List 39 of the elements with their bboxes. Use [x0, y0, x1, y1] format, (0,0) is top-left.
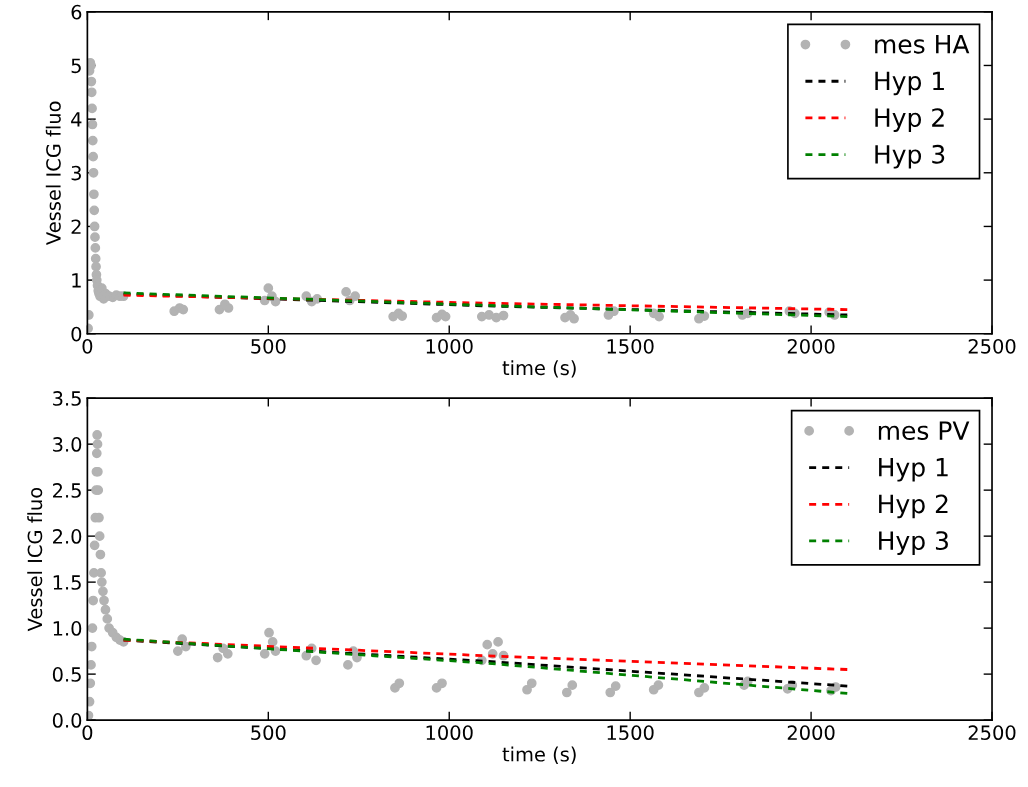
x-tick-label: 500 [251, 338, 286, 354]
y-tick-label: 4 [71, 112, 82, 127]
x-tick-label: 2500 [968, 725, 1016, 741]
x-axis-title: time (s) [502, 360, 576, 378]
x-axis-title: time (s) [502, 746, 576, 764]
legend-label: Hyp 2 [875, 108, 944, 132]
y-axis-title: Vessel ICG fluo [45, 101, 61, 245]
x-tick-label: 1000 [426, 338, 473, 354]
x-tick-label: 2000 [787, 338, 835, 354]
y-tick-label: 0.0 [52, 713, 82, 728]
y-tick-label: 1.0 [53, 621, 82, 636]
y-tick-label: 1 [72, 273, 81, 288]
y-tick-label: 2.0 [53, 529, 82, 544]
y-tick-label: 3.0 [53, 437, 82, 452]
x-tick-label: 1000 [426, 725, 473, 741]
x-tick-label: 2000 [787, 725, 835, 741]
x-tick-label: 500 [251, 725, 286, 741]
y-tick-label: 3 [71, 165, 81, 181]
y-tick-label: 5 [71, 58, 81, 74]
x-tick-label: 2500 [968, 338, 1016, 354]
legend-label: Hyp 3 [879, 531, 948, 555]
x-tick-label: 0 [82, 338, 93, 354]
legend-label: mes HA [875, 35, 970, 54]
y-axis-title: Vessel ICG fluo [27, 487, 43, 632]
legend-label: Hyp 3 [875, 144, 945, 169]
x-tick-label: 1500 [607, 725, 654, 741]
y-tick-label: 3.5 [53, 391, 81, 406]
legend-label: Hyp 1 [875, 71, 944, 96]
y-tick-label: 0 [71, 326, 82, 342]
x-tick-label: 0 [82, 725, 93, 741]
y-tick-label: 6 [71, 4, 82, 20]
y-tick-label: 2.5 [53, 483, 81, 498]
y-tick-label: 1.5 [53, 575, 81, 590]
legend-label: Hyp 2 [879, 494, 948, 519]
legend-label: mes PV [878, 421, 970, 440]
legend-label: Hyp 1 [879, 458, 948, 482]
y-tick-label: 2 [71, 219, 81, 234]
y-tick-label: 0.5 [52, 667, 81, 682]
x-tick-label: 1500 [607, 338, 654, 354]
